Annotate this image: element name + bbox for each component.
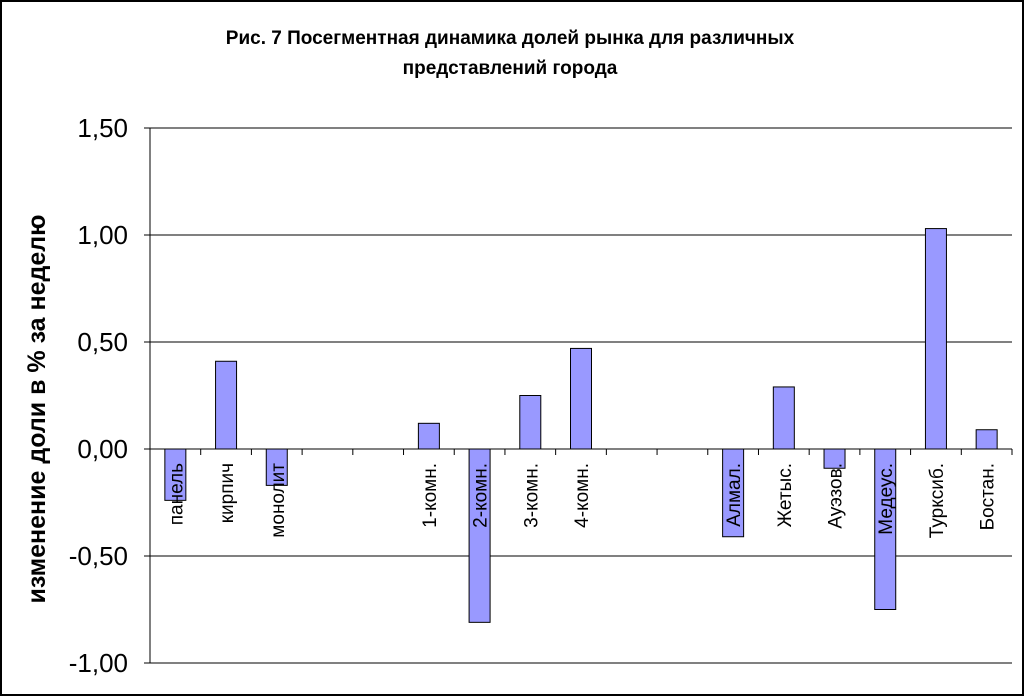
axes <box>144 127 1013 664</box>
bars <box>164 228 998 623</box>
chart-title-line-2: представлений города <box>402 58 618 79</box>
category-label: Алмал. <box>724 463 745 527</box>
category-label: монолит <box>268 463 289 538</box>
y-tick-label: 1,50 <box>77 113 128 143</box>
category-label: 4-комн. <box>572 463 593 528</box>
y-tick-label: 0,00 <box>77 434 128 464</box>
category-label: 3-комн. <box>521 463 542 528</box>
bar <box>417 422 440 450</box>
category-label: Ауэзов. <box>826 463 847 529</box>
category-label: Бостан. <box>978 463 999 530</box>
bar <box>975 429 998 450</box>
chart-title-line-1: Рис. 7 Посегментная динамика долей рынка… <box>225 28 795 49</box>
chart-title: Рис. 7 Посегментная динамика долей рынка… <box>150 24 870 84</box>
category-label: Жетыс. <box>775 463 796 527</box>
y-tick-label: -1,00 <box>69 648 128 678</box>
category-label: 1-комн. <box>420 463 441 528</box>
category-label: Турксиб. <box>927 463 948 538</box>
y-tick-label: -0,50 <box>69 541 128 571</box>
bar <box>924 228 947 450</box>
category-label: 2-комн. <box>471 463 492 528</box>
y-axis-label: изменение доли в % за неделю <box>23 214 51 603</box>
y-tick-label: 0,50 <box>77 327 128 357</box>
category-labels: панель кирпич монолит 1-комн. 2-комн. 3-комн.… <box>166 463 998 538</box>
bar <box>215 360 238 450</box>
gridlines <box>150 127 1012 664</box>
category-label: панель <box>166 463 187 525</box>
bar <box>519 395 542 450</box>
category-label: Медеус. <box>876 463 897 535</box>
category-label: кирпич <box>217 463 238 523</box>
y-tick-label: 1,00 <box>77 220 128 250</box>
bar <box>772 386 795 450</box>
bar <box>570 347 592 450</box>
y-tick-labels: 1,50 1,00 0,50 0,00 -0,50 -1,00 <box>69 113 128 678</box>
